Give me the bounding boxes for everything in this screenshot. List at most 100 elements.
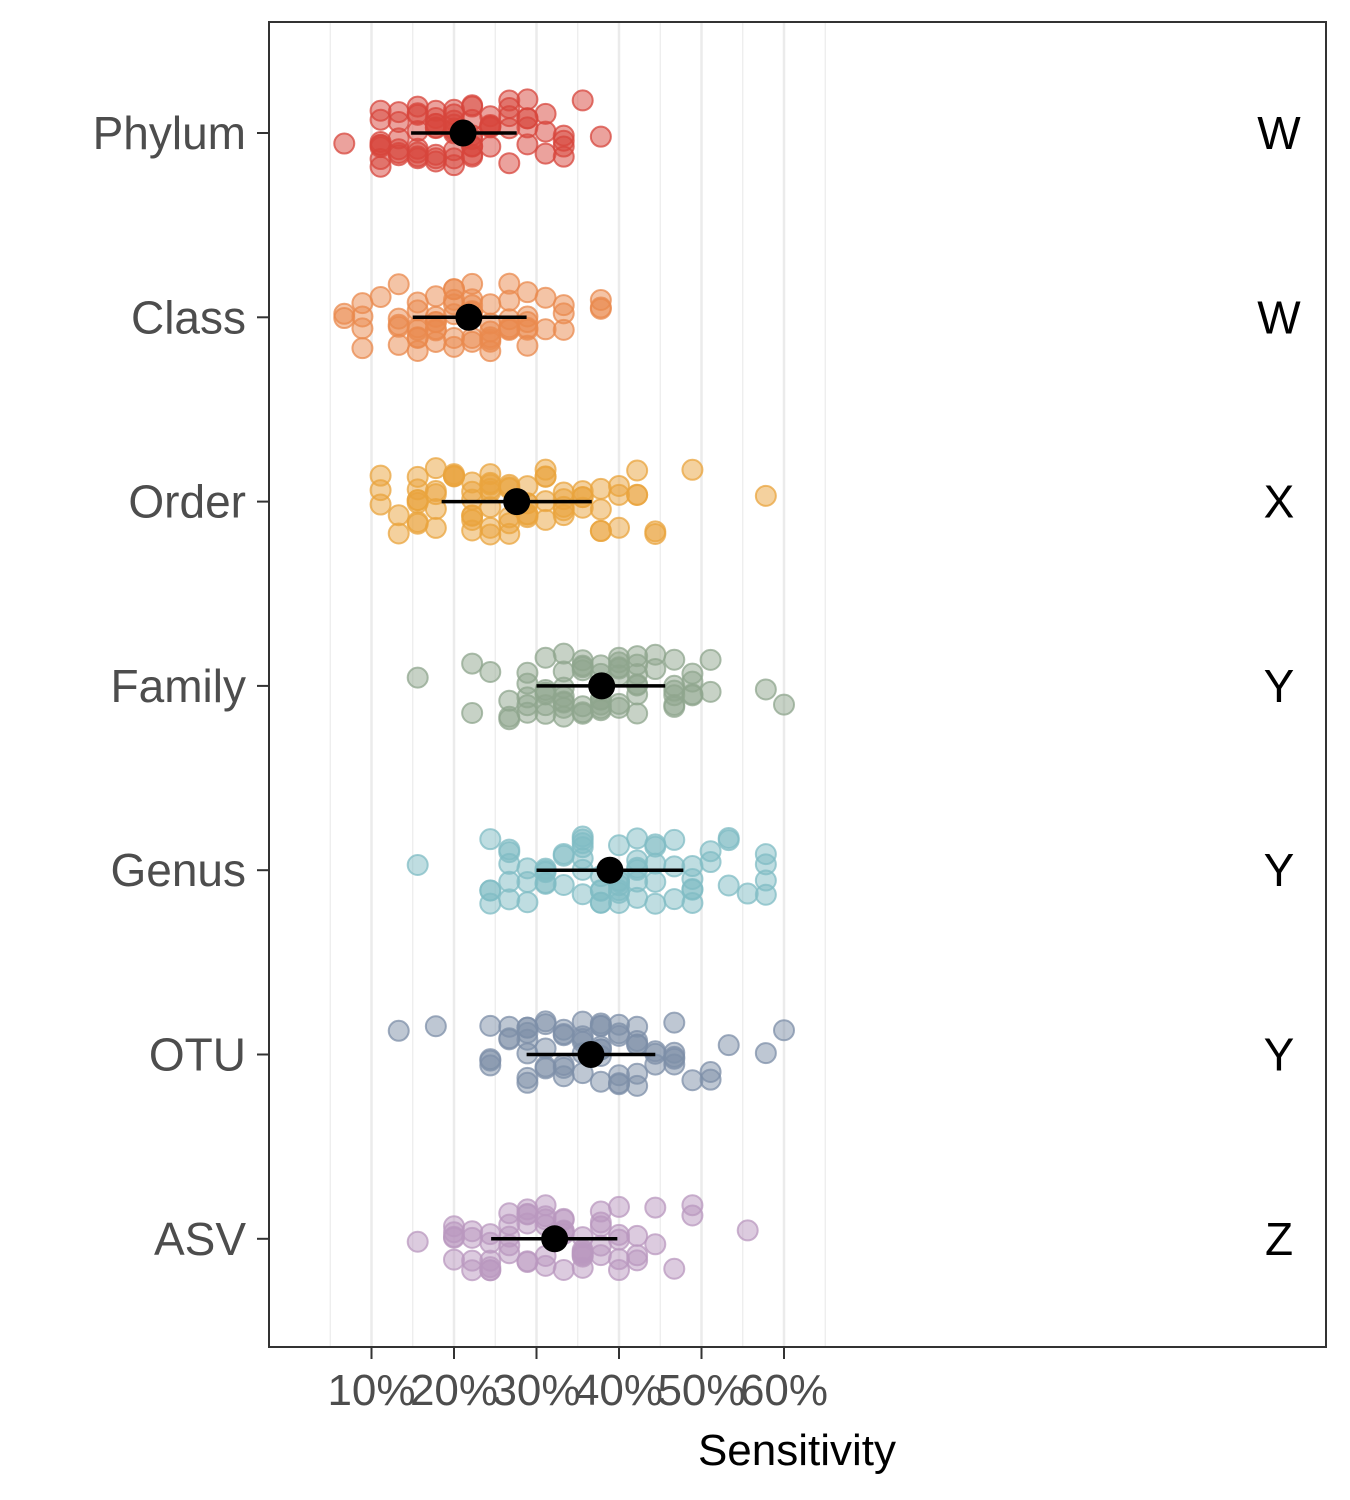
data-point-otu xyxy=(552,1053,575,1076)
data-point-class xyxy=(406,291,429,314)
data-point-family xyxy=(754,678,777,701)
data-point-otu xyxy=(534,1055,557,1078)
data-point-genus xyxy=(663,828,686,851)
x-axis: 10%20%30%40%50%60% xyxy=(327,1347,828,1415)
data-point-family xyxy=(663,695,686,718)
data-point-otu xyxy=(681,1069,704,1092)
data-point-phylum xyxy=(369,99,392,122)
data-point-order xyxy=(461,488,484,511)
data-point-class xyxy=(461,272,484,295)
data-point-asv xyxy=(443,1221,465,1244)
data-point-otu xyxy=(516,1071,539,1094)
data-point-asv xyxy=(552,1259,575,1282)
data-point-family xyxy=(681,683,704,706)
x-tick-label: 50% xyxy=(657,1366,745,1415)
data-point-asv xyxy=(608,1248,630,1271)
y-tick-label-phylum: Phylum xyxy=(93,107,246,159)
data-point-asv xyxy=(443,1248,465,1271)
data-point-phylum xyxy=(443,147,465,170)
data-point-class xyxy=(387,315,410,338)
data-point-otu xyxy=(552,1024,575,1047)
panel-border xyxy=(268,21,1327,1348)
data-point-family xyxy=(699,648,722,671)
data-point-phylum xyxy=(461,94,484,117)
data-point-order xyxy=(479,473,502,496)
data-point-family xyxy=(571,659,594,682)
data-point-class xyxy=(424,319,447,342)
data-point-genus xyxy=(406,853,429,876)
x-tick-label: 10% xyxy=(327,1366,415,1415)
data-point-family xyxy=(461,701,484,724)
data-point-family xyxy=(589,697,612,720)
data-point-genus xyxy=(663,888,686,911)
data-point-otu xyxy=(699,1068,722,1091)
data-point-phylum xyxy=(498,152,521,175)
data-point-order xyxy=(754,484,777,507)
data-point-genus xyxy=(571,883,594,906)
data-point-class xyxy=(479,293,502,316)
data-point-otu xyxy=(387,1019,410,1042)
data-point-otu xyxy=(754,1042,777,1065)
data-point-class xyxy=(351,337,374,360)
data-point-phylum xyxy=(552,135,575,158)
data-point-order xyxy=(369,493,392,516)
data-point-asv xyxy=(608,1195,630,1218)
data-point-order xyxy=(369,464,392,487)
group-letter-class: W xyxy=(1257,291,1301,343)
data-point-class xyxy=(387,273,410,296)
data-point-asv xyxy=(516,1250,539,1273)
data-point-otu xyxy=(479,1014,502,1037)
data-point-genus xyxy=(644,892,667,915)
data-point-asv xyxy=(479,1231,502,1254)
data-point-family xyxy=(681,662,704,685)
data-point-class xyxy=(333,307,356,330)
data-point-phylum xyxy=(406,95,429,118)
data-point-genus xyxy=(626,886,649,909)
mean-point-family xyxy=(588,672,616,700)
data-point-genus xyxy=(736,882,759,905)
data-point-phylum xyxy=(516,88,539,111)
data-point-genus xyxy=(479,828,502,851)
data-point-family xyxy=(644,658,667,681)
data-point-asv xyxy=(461,1220,484,1243)
group-letter-otu: Y xyxy=(1264,1029,1295,1081)
x-tick-label: 20% xyxy=(410,1366,498,1415)
data-point-asv xyxy=(644,1196,667,1219)
data-point-class xyxy=(498,289,521,312)
data-point-order xyxy=(608,516,630,539)
data-point-order xyxy=(479,523,502,546)
mean-point-class xyxy=(455,303,483,331)
data-point-phylum xyxy=(333,132,356,155)
data-point-order xyxy=(644,522,667,545)
data-point-asv xyxy=(626,1224,649,1247)
data-point-genus xyxy=(717,874,740,897)
data-point-asv xyxy=(736,1219,759,1242)
data-point-order xyxy=(387,522,410,545)
data-point-genus xyxy=(754,843,777,866)
data-point-order xyxy=(608,474,630,497)
data-point-genus xyxy=(608,879,630,902)
data-point-genus xyxy=(498,888,521,911)
group-letter-order: X xyxy=(1264,476,1295,528)
data-point-asv xyxy=(681,1194,704,1217)
y-tick-label-genus: Genus xyxy=(110,844,246,896)
x-axis-title: Sensitivity xyxy=(698,1426,896,1475)
data-point-asv xyxy=(663,1257,686,1280)
data-point-genus xyxy=(626,856,649,879)
data-point-genus xyxy=(552,842,575,865)
mean-point-order xyxy=(503,488,531,516)
group-letters: W W X Y Y Y Z xyxy=(1257,107,1301,1265)
data-point-genus xyxy=(681,878,704,901)
data-point-family xyxy=(626,702,649,725)
data-point-class xyxy=(552,294,575,317)
data-point-phylum xyxy=(571,89,594,112)
y-tick-label-class: Class xyxy=(131,291,246,343)
data-point-genus xyxy=(516,891,539,914)
data-point-order xyxy=(443,464,465,487)
data-point-family xyxy=(516,661,539,684)
data-point-phylum xyxy=(516,116,539,139)
x-tick-label: 40% xyxy=(575,1366,663,1415)
data-point-family xyxy=(699,680,722,703)
data-point-asv xyxy=(534,1254,557,1277)
